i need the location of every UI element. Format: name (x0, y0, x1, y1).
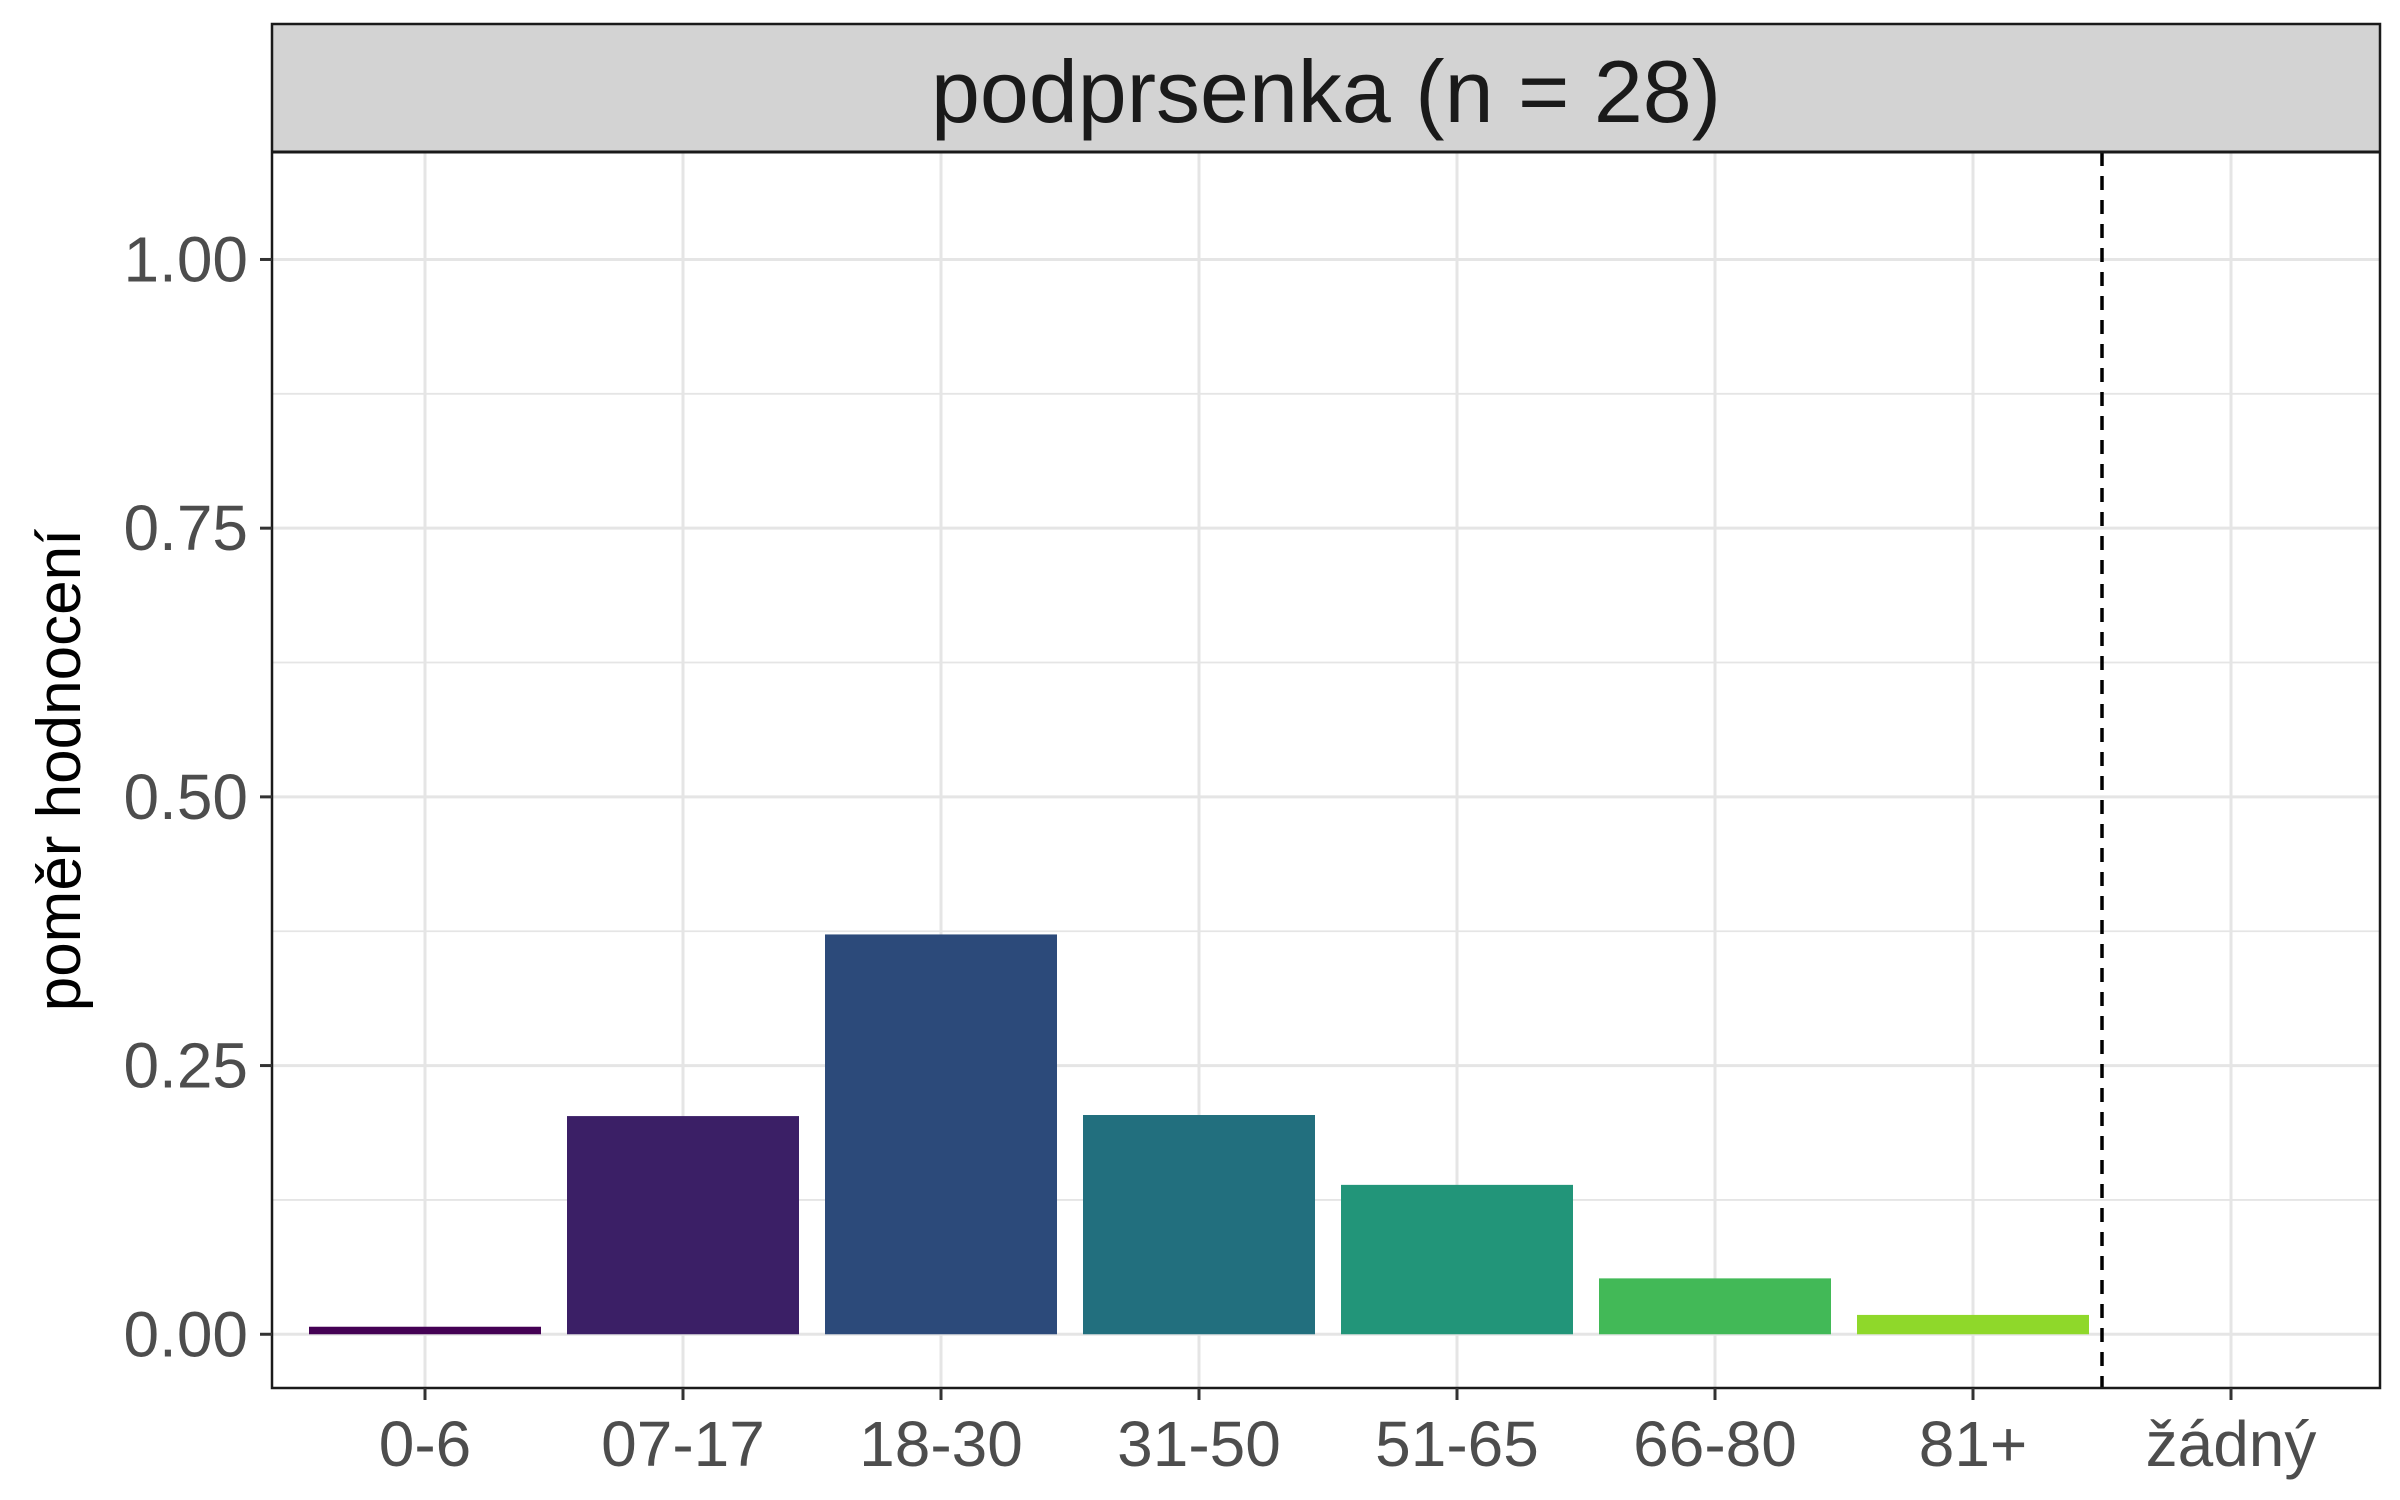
y-axis-title: poměr hodnocení (25, 529, 94, 1012)
bar-18-30 (825, 934, 1057, 1335)
x-tick-label: 51-65 (1375, 1408, 1539, 1480)
x-tick-label: 07-17 (601, 1408, 765, 1480)
bar-81+ (1857, 1314, 2089, 1335)
x-tick-label: 81+ (1919, 1408, 2028, 1480)
y-tick-label: 0.75 (123, 492, 248, 564)
x-axis: 0-6 07-17 18-30 31-50 51-65 66-80 81+ žádný (379, 1388, 2317, 1480)
bar-31-50 (1083, 1115, 1315, 1335)
y-axis: 0.00 0.25 0.50 0.75 1.00 (123, 223, 272, 1370)
y-tick-label: 1.00 (123, 223, 248, 295)
bars (309, 934, 2089, 1335)
bar-66-80 (1599, 1278, 1831, 1335)
y-tick-label: 0.25 (123, 1030, 248, 1102)
x-tick-label: 31-50 (1117, 1408, 1281, 1480)
facet-strip (272, 24, 2380, 152)
x-tick-label: žádný (2146, 1408, 2317, 1480)
panel-border (270, 22, 2382, 1390)
x-tick-label: 0-6 (379, 1408, 472, 1480)
facet-title: podprsenka (n = 28) (931, 42, 1721, 141)
bar-0-6 (309, 1326, 541, 1335)
bar-07-17 (567, 1116, 799, 1335)
y-tick-label: 0.00 (123, 1298, 248, 1370)
x-tick-label: 66-80 (1633, 1408, 1797, 1480)
bar-51-65 (1341, 1184, 1573, 1335)
x-tick-label: 18-30 (859, 1408, 1023, 1480)
y-tick-label: 0.50 (123, 761, 248, 833)
